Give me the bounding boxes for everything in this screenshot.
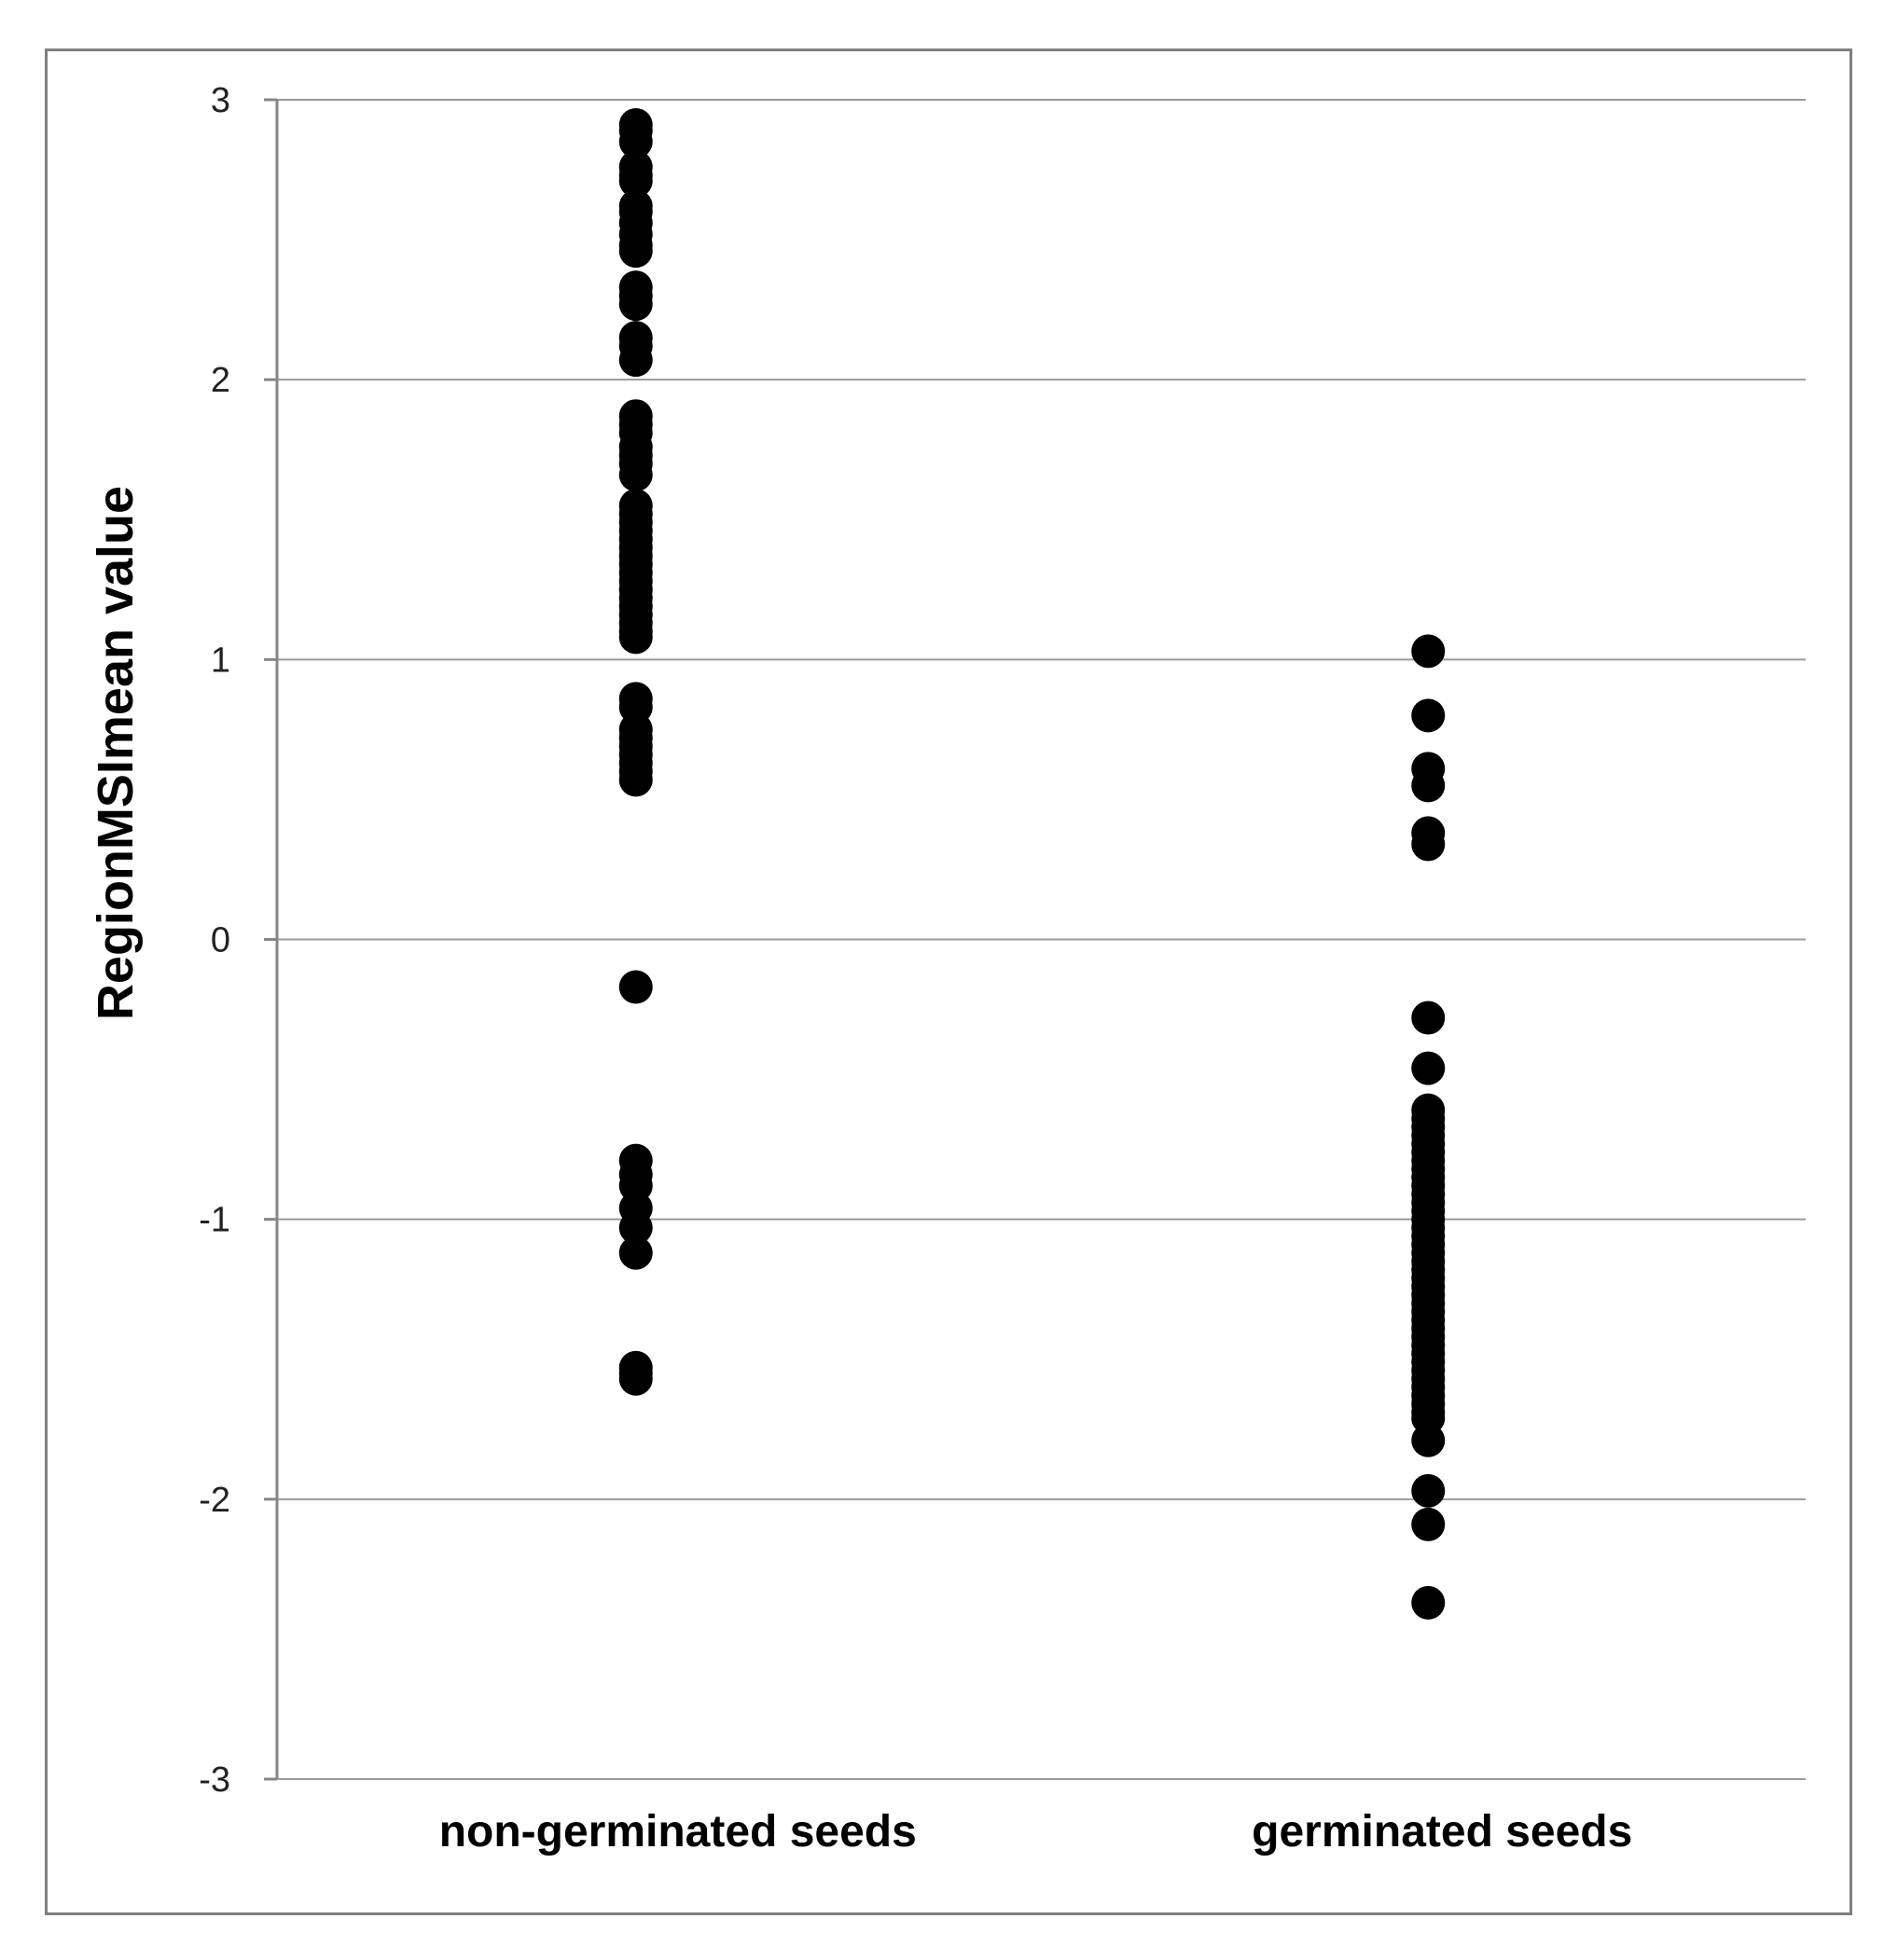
data-points	[618, 108, 1446, 1620]
x-axis-category-labels: non-germinated seeds germinated seeds	[439, 1807, 1633, 1856]
data-point	[1411, 1423, 1446, 1457]
data-point	[1411, 1507, 1446, 1541]
data-point	[618, 620, 653, 655]
data-point	[1411, 1473, 1446, 1508]
data-point	[618, 970, 653, 1004]
data-point	[618, 164, 653, 199]
data-point	[618, 343, 653, 378]
y-axis-ticks: 3 2 1 0 -1 -2 -3	[199, 81, 277, 1800]
x-category-label: germinated seeds	[1252, 1807, 1632, 1856]
y-tick-label: 1	[211, 641, 230, 680]
y-tick-label: -3	[199, 1760, 230, 1800]
data-point	[1411, 827, 1446, 862]
data-point	[618, 458, 653, 492]
x-category-label: non-germinated seeds	[439, 1807, 917, 1856]
y-tick-label: 3	[211, 81, 230, 120]
data-point	[618, 125, 653, 159]
y-tick-label: -2	[199, 1481, 230, 1520]
data-point	[1411, 698, 1446, 733]
data-point	[1411, 1051, 1446, 1085]
data-point	[618, 287, 653, 322]
y-tick-label: 2	[211, 361, 230, 400]
y-tick-label: 0	[211, 921, 230, 960]
y-tick-label: -1	[199, 1201, 230, 1240]
data-point	[618, 1235, 653, 1270]
data-point	[618, 1210, 653, 1245]
data-point	[618, 1361, 653, 1396]
data-point	[1411, 768, 1446, 803]
chart-frame	[45, 48, 1852, 1915]
data-point	[1411, 1001, 1446, 1035]
gridlines	[277, 99, 1806, 1780]
data-point	[618, 234, 653, 269]
y-axis-title: RegionMSImean value	[88, 486, 144, 1020]
data-point	[1411, 634, 1446, 669]
data-point	[618, 763, 653, 797]
data-point	[1411, 1585, 1446, 1620]
